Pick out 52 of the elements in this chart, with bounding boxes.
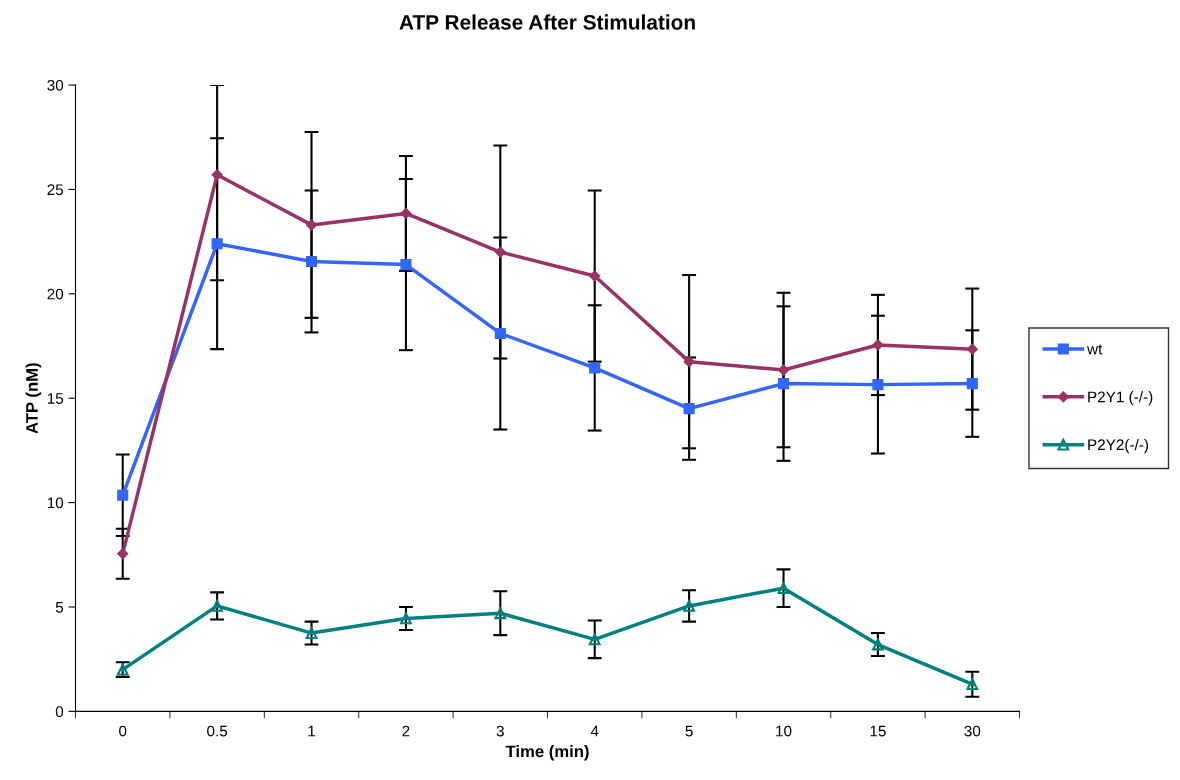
y-tick-label: 15 <box>47 393 64 404</box>
point <box>400 207 412 220</box>
y-axis-title: ATP (nM) <box>25 363 42 434</box>
point <box>305 627 318 639</box>
x-tick-label: 30 <box>964 725 981 737</box>
point <box>211 169 223 181</box>
y-tick-label: 10 <box>47 497 64 509</box>
x-tick-label: 4 <box>590 725 599 737</box>
point <box>872 379 884 391</box>
chart-title: ATP Release After Stimulation <box>399 14 695 30</box>
point <box>966 343 978 355</box>
point <box>683 356 695 368</box>
point <box>872 339 884 351</box>
x-tick-label: 10 <box>776 725 792 737</box>
point <box>966 378 978 390</box>
point <box>777 582 790 595</box>
point <box>777 364 790 376</box>
point <box>588 633 601 646</box>
y-tick-label: 20 <box>47 288 64 300</box>
point <box>211 600 224 612</box>
point <box>683 403 695 415</box>
x-tick-label: 2 <box>402 725 410 737</box>
x-tick-label: 1 <box>308 725 316 737</box>
point <box>400 612 412 625</box>
point <box>305 255 318 267</box>
x-tick-label: 5 <box>685 725 693 737</box>
y-tick-label: 30 <box>47 79 64 91</box>
point <box>494 607 507 620</box>
point <box>777 378 790 390</box>
x-tick-label: 0.5 <box>207 725 228 737</box>
point <box>305 219 318 231</box>
y-tick-label: 5 <box>55 602 64 613</box>
x-axis-title: Time (min) <box>505 745 589 761</box>
legend-label: P2Y1 (-/-) <box>1088 391 1153 406</box>
point <box>117 548 129 560</box>
point <box>872 638 884 651</box>
point <box>494 246 506 258</box>
x-tick-label: 0 <box>119 725 127 737</box>
point <box>211 238 223 250</box>
point <box>494 327 506 340</box>
point <box>966 678 979 691</box>
point <box>683 600 696 612</box>
point <box>400 259 412 271</box>
point <box>589 362 601 374</box>
legend-label: P2Y2(-/-) <box>1088 438 1149 454</box>
point <box>117 489 129 501</box>
x-tick-label: 15 <box>870 725 886 737</box>
x-tick-label: 3 <box>496 725 504 737</box>
legend-label: wt <box>1086 344 1103 355</box>
point <box>589 270 601 282</box>
y-tick-label: 0 <box>55 706 64 718</box>
y-tick-label: 25 <box>47 184 64 196</box>
